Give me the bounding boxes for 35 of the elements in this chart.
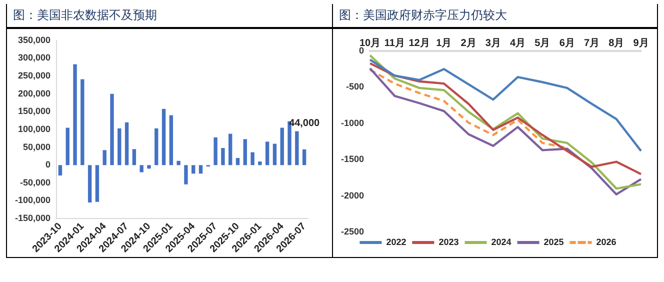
chart-title: 图：美国非农数据不及预期 — [7, 4, 332, 29]
legend-label: 2026 — [596, 236, 616, 247]
x-tick-label: 12月 — [408, 38, 430, 49]
y-tick-label: -1000 — [340, 118, 364, 128]
chart-title: 图：美国政府财赤字压力仍较大 — [333, 4, 657, 29]
x-tick-label: 11月 — [384, 38, 405, 49]
x-tick-label: 7月 — [584, 38, 600, 49]
x-tick-label: 5月 — [534, 38, 550, 49]
y-tick-label: -2000 — [340, 190, 364, 200]
y-tick-label: 0 — [46, 160, 51, 170]
legend-label: 2022 — [386, 236, 406, 247]
y-tick-label: 300,000 — [18, 52, 51, 63]
legend-label: 2024 — [491, 236, 512, 247]
y-tick-label: -500 — [346, 82, 364, 92]
x-tick-label: 8月 — [608, 38, 624, 49]
y-tick-label: 350,000 — [18, 34, 51, 45]
y-tick-label: 0 — [359, 45, 364, 56]
y-tick-label: -50,000 — [20, 177, 51, 188]
x-tick-label: 3月 — [485, 38, 501, 49]
y-tick-label: 100,000 — [18, 124, 51, 134]
legend-label: 2023 — [438, 236, 459, 247]
y-tick-label: 150,000 — [18, 106, 51, 116]
x-tick-label: 1月 — [436, 38, 452, 49]
y-tick-label: 200,000 — [18, 88, 51, 98]
x-tick-label: 9月 — [633, 38, 649, 49]
y-tick-label: -100,000 — [15, 195, 51, 206]
x-tick-label: 6月 — [559, 38, 575, 49]
y-tick-label: 250,000 — [18, 70, 51, 81]
x-tick-label: 4月 — [510, 38, 526, 49]
x-tick-label: 2月 — [460, 38, 476, 49]
legend-label: 2025 — [544, 236, 564, 247]
y-tick-label: 50,000 — [23, 142, 51, 152]
y-tick-label: -1500 — [340, 154, 364, 164]
y-tick-label: -150,000 — [15, 213, 51, 224]
y-tick-label: -2500 — [340, 226, 364, 236]
